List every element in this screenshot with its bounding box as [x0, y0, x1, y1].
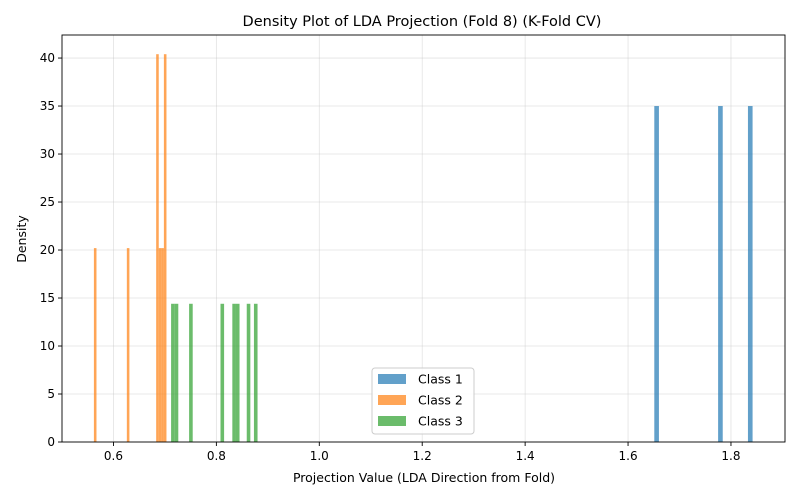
histogram-bar [232, 303, 236, 442]
grid-lines [62, 35, 785, 443]
legend-label: Class 3 [418, 414, 463, 429]
histogram-bar [718, 106, 723, 442]
y-tick-label: 40 [40, 51, 55, 65]
x-tick-label: 1.8 [721, 449, 740, 463]
x-tick-label: 1.2 [413, 449, 432, 463]
histogram-bar [235, 303, 240, 442]
legend-label: Class 2 [418, 393, 463, 408]
plot-area-frame [61, 34, 786, 443]
y-tick-label: 0 [47, 435, 55, 449]
histogram-bar [189, 303, 193, 442]
legend-swatch [378, 416, 406, 426]
histogram-bar [158, 248, 162, 442]
histogram-bar [93, 248, 97, 442]
histogram-bar [126, 248, 130, 442]
histogram-bar [220, 303, 225, 442]
x-tick-label: 1.0 [310, 449, 329, 463]
histogram-bar [654, 106, 659, 442]
histogram-bar [246, 303, 251, 442]
y-tick-label: 25 [40, 195, 55, 209]
x-tick-label: 0.6 [104, 449, 123, 463]
y-tick-label: 15 [40, 291, 55, 305]
x-tick-label: 0.8 [207, 449, 226, 463]
legend-swatch [378, 395, 406, 405]
y-axis-ticks: 0 5 10 15 20 25 30 35 40 [40, 51, 62, 449]
x-tick-label: 1.6 [619, 449, 638, 463]
y-tick-label: 20 [40, 243, 55, 257]
histogram-bar [747, 106, 753, 442]
histogram-bar [253, 303, 258, 442]
y-tick-label: 35 [40, 99, 55, 113]
histogram-bars [93, 54, 753, 442]
histogram-bar [174, 303, 179, 442]
y-axis-label: Density [14, 215, 29, 263]
histogram-bar [156, 54, 159, 442]
y-tick-label: 10 [40, 339, 55, 353]
legend-swatch [378, 374, 406, 384]
legend: Class 1 Class 2 Class 3 [371, 367, 475, 435]
x-axis-label: Projection Value (LDA Direction from Fol… [293, 470, 555, 485]
legend-label: Class 1 [418, 372, 463, 387]
histogram-bar [163, 54, 167, 442]
y-tick-label: 5 [47, 387, 55, 401]
histogram-bar [171, 303, 175, 442]
y-tick-label: 30 [40, 147, 55, 161]
histogram-bar [161, 248, 164, 442]
x-axis-ticks: 0.6 0.8 1.0 1.2 1.4 1.6 1.8 [104, 442, 741, 463]
x-tick-label: 1.4 [516, 449, 535, 463]
chart-title: Density Plot of LDA Projection (Fold 8) … [243, 14, 602, 30]
